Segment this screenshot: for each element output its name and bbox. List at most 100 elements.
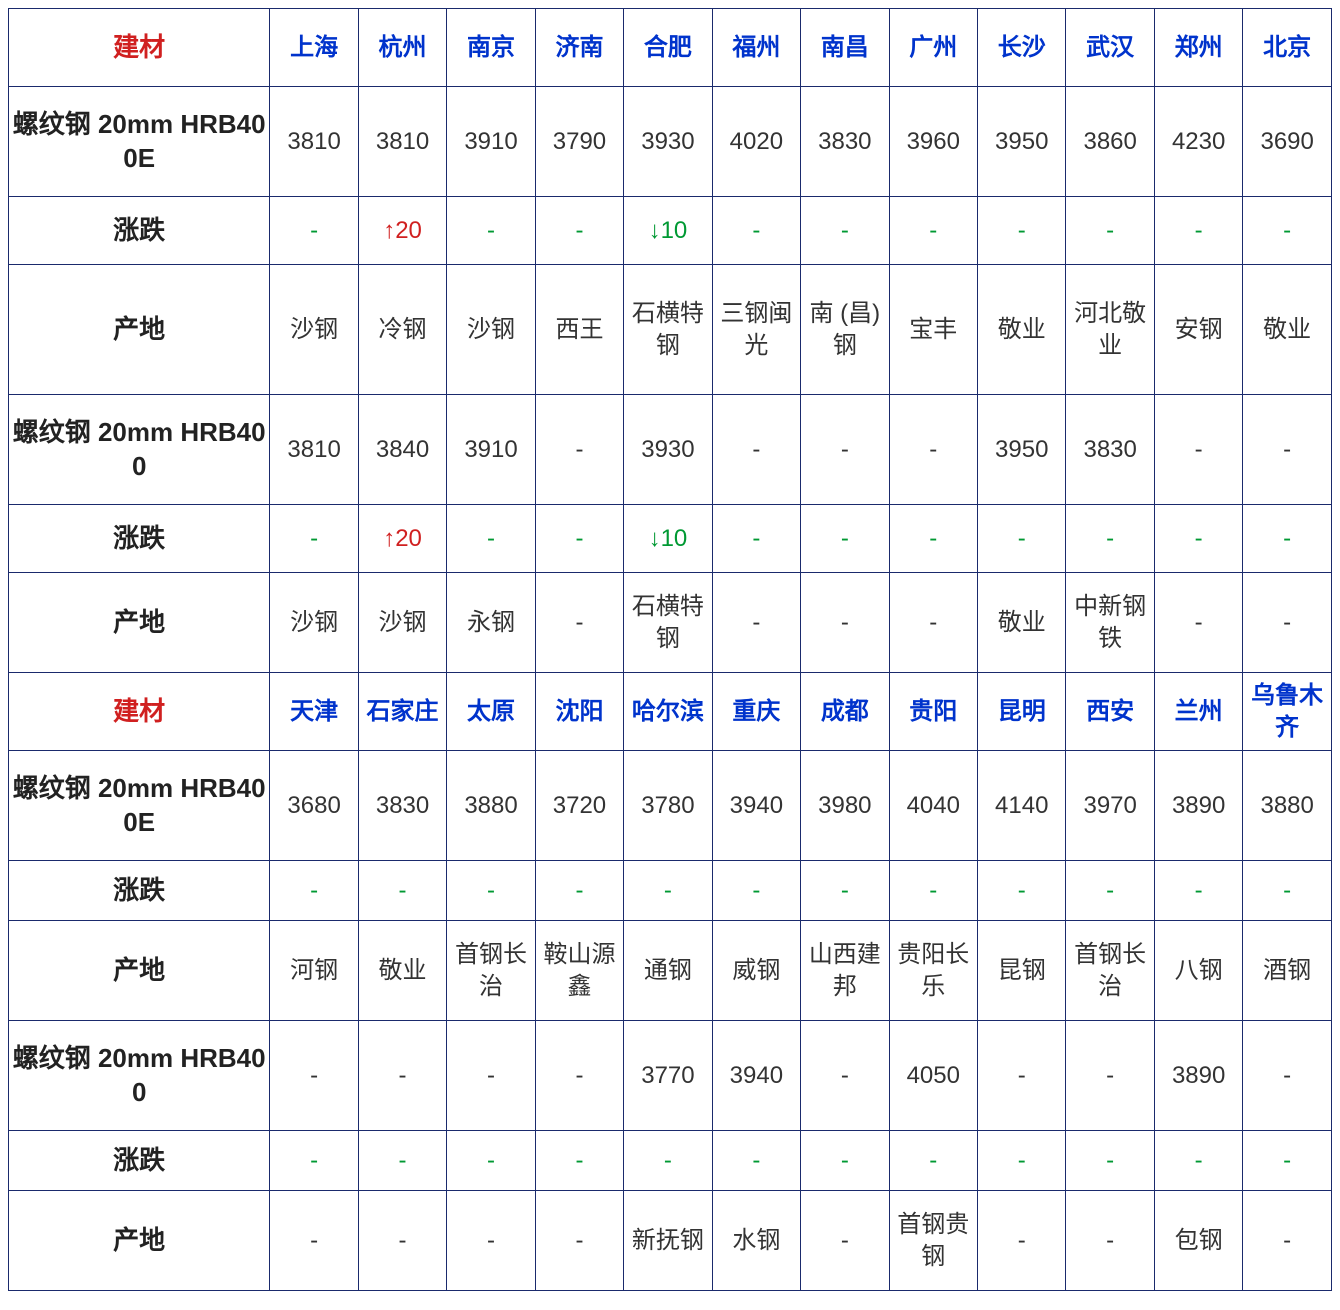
price-cell: - bbox=[889, 395, 977, 505]
price-cell: - bbox=[801, 1021, 889, 1131]
change-cell: - bbox=[1066, 505, 1154, 573]
city-header: 郑州 bbox=[1154, 9, 1242, 87]
origin-cell: 八钢 bbox=[1154, 921, 1242, 1021]
city-header: 乌鲁木齐 bbox=[1243, 673, 1332, 751]
change-cell: - bbox=[535, 505, 623, 573]
price-cell: 4040 bbox=[889, 751, 977, 861]
table-row: 螺纹钢 20mm HRB400----37703940-4050--3890- bbox=[9, 1021, 1332, 1131]
origin-cell: 石横特钢 bbox=[624, 265, 712, 395]
change-cell: - bbox=[447, 505, 535, 573]
change-cell: - bbox=[1154, 1131, 1242, 1191]
city-header: 广州 bbox=[889, 9, 977, 87]
table-row: 产地----新抚钢水钢-首钢贵钢--包钢- bbox=[9, 1191, 1332, 1291]
product-label: 螺纹钢 20mm HRB400 bbox=[9, 1021, 270, 1131]
change-cell: - bbox=[270, 861, 358, 921]
origin-cell: 中新钢铁 bbox=[1066, 573, 1154, 673]
city-header: 昆明 bbox=[978, 673, 1066, 751]
origin-cell: - bbox=[447, 1191, 535, 1291]
origin-cell: 沙钢 bbox=[270, 265, 358, 395]
origin-cell: 鞍山源鑫 bbox=[535, 921, 623, 1021]
table-row: 产地河钢敬业首钢长治鞍山源鑫通钢威钢山西建邦贵阳长乐昆钢首钢长治八钢酒钢 bbox=[9, 921, 1332, 1021]
change-cell: ↑20 bbox=[358, 505, 446, 573]
table-row: 建材上海杭州南京济南合肥福州南昌广州长沙武汉郑州北京 bbox=[9, 9, 1332, 87]
origin-cell: 河钢 bbox=[270, 921, 358, 1021]
price-cell: 3830 bbox=[1066, 395, 1154, 505]
change-cell: - bbox=[801, 861, 889, 921]
origin-cell: - bbox=[358, 1191, 446, 1291]
city-header: 重庆 bbox=[712, 673, 800, 751]
origin-cell: 敬业 bbox=[358, 921, 446, 1021]
origin-cell: - bbox=[1066, 1191, 1154, 1291]
price-cell: - bbox=[1243, 1021, 1332, 1131]
change-cell: - bbox=[270, 197, 358, 265]
price-cell: 3780 bbox=[624, 751, 712, 861]
price-cell: - bbox=[535, 395, 623, 505]
change-cell: - bbox=[712, 861, 800, 921]
origin-cell: 敬业 bbox=[1243, 265, 1332, 395]
origin-cell: 敬业 bbox=[978, 573, 1066, 673]
change-cell: - bbox=[889, 197, 977, 265]
table-row: 涨跌------------ bbox=[9, 1131, 1332, 1191]
change-cell: - bbox=[1066, 861, 1154, 921]
city-header: 哈尔滨 bbox=[624, 673, 712, 751]
change-cell: - bbox=[1243, 861, 1332, 921]
price-cell: - bbox=[712, 395, 800, 505]
origin-label: 产地 bbox=[9, 921, 270, 1021]
change-cell: - bbox=[801, 505, 889, 573]
origin-cell: - bbox=[712, 573, 800, 673]
change-cell: - bbox=[358, 861, 446, 921]
price-cell: 3980 bbox=[801, 751, 889, 861]
city-header: 沈阳 bbox=[535, 673, 623, 751]
origin-cell: 石横特钢 bbox=[624, 573, 712, 673]
origin-cell: - bbox=[535, 573, 623, 673]
origin-cell: - bbox=[1243, 573, 1332, 673]
price-cell: - bbox=[447, 1021, 535, 1131]
price-cell: 4140 bbox=[978, 751, 1066, 861]
origin-cell: 永钢 bbox=[447, 573, 535, 673]
price-cell: 4020 bbox=[712, 87, 800, 197]
city-header: 南京 bbox=[447, 9, 535, 87]
origin-cell: 新抚钢 bbox=[624, 1191, 712, 1291]
city-header: 福州 bbox=[712, 9, 800, 87]
price-cell: 3830 bbox=[358, 751, 446, 861]
change-cell: ↓10 bbox=[624, 505, 712, 573]
change-cell: - bbox=[535, 861, 623, 921]
origin-cell: 首钢长治 bbox=[447, 921, 535, 1021]
city-header: 武汉 bbox=[1066, 9, 1154, 87]
price-cell: 3950 bbox=[978, 395, 1066, 505]
change-cell: - bbox=[889, 1131, 977, 1191]
price-cell: 3810 bbox=[270, 87, 358, 197]
price-cell: 3840 bbox=[358, 395, 446, 505]
city-header: 北京 bbox=[1243, 9, 1332, 87]
origin-cell: 沙钢 bbox=[447, 265, 535, 395]
change-label: 涨跌 bbox=[9, 197, 270, 265]
change-cell: - bbox=[270, 1131, 358, 1191]
city-header: 上海 bbox=[270, 9, 358, 87]
origin-cell: - bbox=[889, 573, 977, 673]
change-label: 涨跌 bbox=[9, 861, 270, 921]
product-label: 螺纹钢 20mm HRB400E bbox=[9, 751, 270, 861]
change-cell: - bbox=[978, 505, 1066, 573]
origin-label: 产地 bbox=[9, 265, 270, 395]
table-row: 涨跌-↑20--↓10------- bbox=[9, 505, 1332, 573]
price-cell: - bbox=[1243, 395, 1332, 505]
change-cell: - bbox=[712, 505, 800, 573]
origin-cell: - bbox=[1243, 1191, 1332, 1291]
price-cell: 3940 bbox=[712, 1021, 800, 1131]
city-header: 天津 bbox=[270, 673, 358, 751]
price-cell: 3960 bbox=[889, 87, 977, 197]
change-cell: - bbox=[447, 861, 535, 921]
origin-cell: 沙钢 bbox=[270, 573, 358, 673]
city-header: 成都 bbox=[801, 673, 889, 751]
price-cell: 3890 bbox=[1154, 751, 1242, 861]
city-header: 长沙 bbox=[978, 9, 1066, 87]
price-cell: 3910 bbox=[447, 395, 535, 505]
change-cell: - bbox=[801, 1131, 889, 1191]
table-row: 螺纹钢 20mm HRB400E368038303880372037803940… bbox=[9, 751, 1332, 861]
price-cell: 3770 bbox=[624, 1021, 712, 1131]
price-cell: 3940 bbox=[712, 751, 800, 861]
change-cell: - bbox=[1154, 505, 1242, 573]
price-cell: 3790 bbox=[535, 87, 623, 197]
change-cell: - bbox=[270, 505, 358, 573]
price-cell: 3680 bbox=[270, 751, 358, 861]
